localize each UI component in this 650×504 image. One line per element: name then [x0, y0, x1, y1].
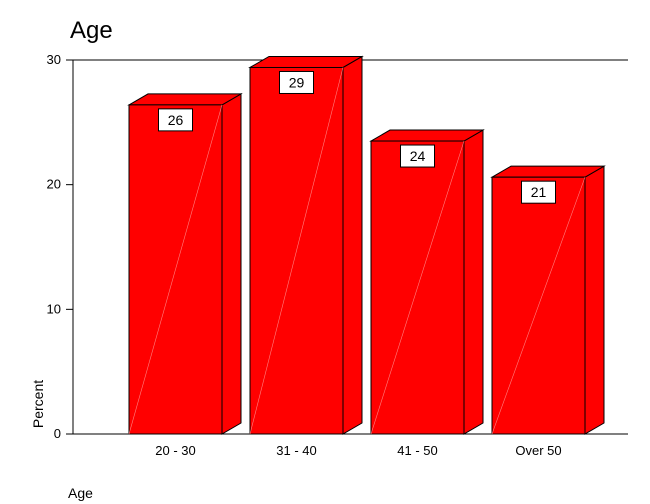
data-label: 24	[410, 148, 426, 164]
bar-highlight	[491, 177, 586, 435]
bar-highlight	[249, 67, 344, 435]
x-axis-label: Age	[68, 485, 93, 501]
x-tick-labels: 20 - 30 31 - 40 41 - 50 Over 50	[155, 443, 561, 458]
data-label: 26	[168, 112, 184, 128]
data-label: 29	[289, 74, 305, 90]
y-ticks: 0 10 20 30	[47, 52, 73, 441]
y-tick-label: 30	[47, 52, 61, 67]
bar-top	[127, 93, 243, 106]
bar-highlight	[128, 104, 223, 435]
data-label-box	[279, 70, 314, 94]
x-tick-label: 41 - 50	[397, 443, 437, 458]
bar-top	[248, 55, 364, 68]
x-tick-label: 31 - 40	[276, 443, 316, 458]
y-tick-label: 20	[47, 177, 61, 192]
y-tick-label: 0	[54, 426, 61, 441]
chart-title: Age	[70, 17, 113, 44]
bar-top	[490, 165, 606, 178]
bar-top	[369, 129, 485, 142]
bar-highlight	[370, 140, 465, 435]
y-tick-label: 10	[47, 301, 61, 316]
bar-side	[342, 55, 363, 435]
x-tick-label: 20 - 30	[155, 443, 195, 458]
y-axis-label: Percent	[30, 380, 46, 428]
data-label-box	[158, 108, 193, 132]
bar-side	[221, 93, 242, 435]
data-label: 21	[531, 184, 547, 200]
bar-side	[463, 129, 484, 435]
bars: 26 29 24 21	[127, 55, 606, 435]
data-label-box	[521, 180, 556, 204]
bar-side	[584, 165, 605, 435]
x-tick-label: Over 50	[515, 443, 561, 458]
data-label-box	[400, 144, 435, 168]
